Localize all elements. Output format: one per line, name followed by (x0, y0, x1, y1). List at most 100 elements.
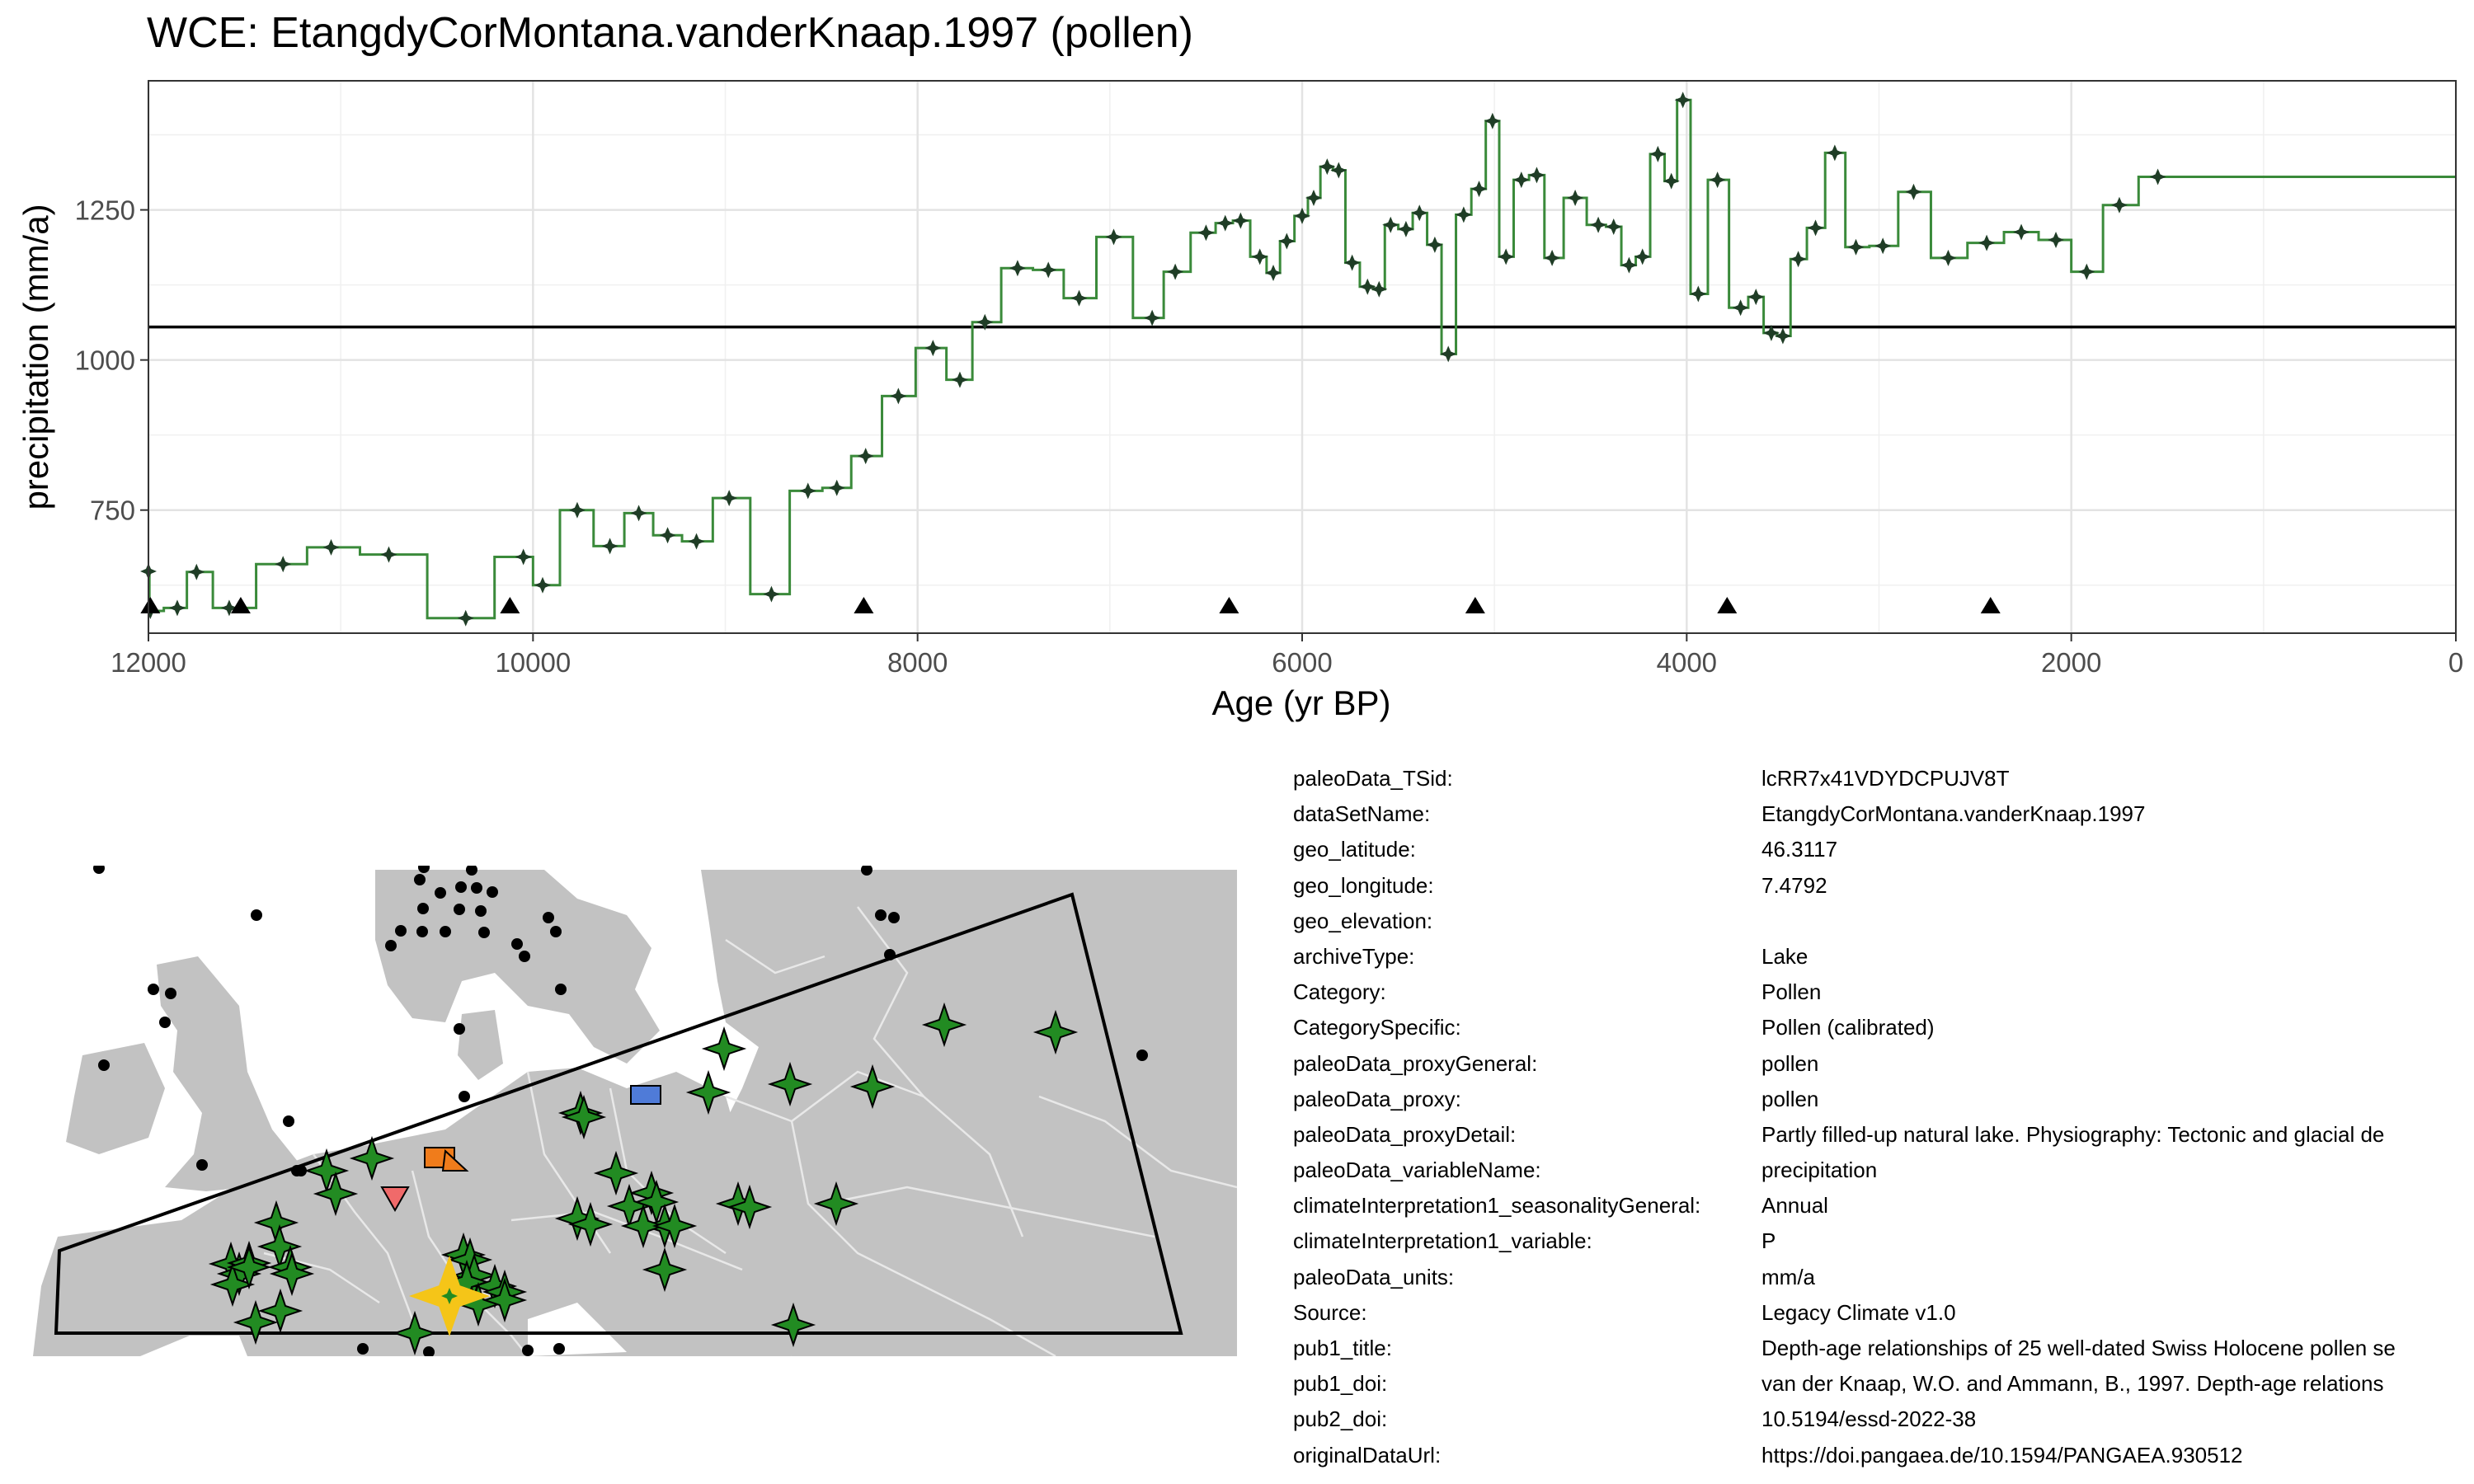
data-point (515, 548, 532, 566)
data-point (1144, 309, 1161, 326)
metadata-row: pub1_doi: van der Knaap, W.O. and Ammann,… (1293, 1366, 2474, 1402)
map-site-dot (553, 1343, 565, 1355)
data-point (168, 599, 186, 617)
data-point (1070, 289, 1088, 307)
data-point (1009, 260, 1026, 277)
event-marker (1717, 597, 1738, 613)
data-point (1411, 204, 1428, 222)
x-tick-label: 4000 (1657, 647, 1717, 678)
metadata-value: precipitation (1761, 1158, 1878, 1183)
x-tick-label: 8000 (887, 647, 948, 678)
map-record-star (701, 1026, 747, 1072)
event-marker (500, 597, 520, 613)
data-point (1605, 218, 1622, 235)
metadata-value: P (1761, 1228, 1776, 1254)
data-point (1484, 112, 1501, 129)
map-site-dot (459, 1091, 470, 1102)
data-point (1455, 206, 1472, 223)
map-site-dot (875, 909, 887, 921)
map-other-sites (93, 866, 1148, 1356)
data-point (1620, 256, 1638, 274)
metadata-value: https://doi.pangaea.de/10.1594/PANGAEA.9… (1761, 1442, 2243, 1468)
region-outline (54, 892, 1183, 1335)
map-record-star (269, 1251, 315, 1297)
map-record-star (685, 1069, 731, 1115)
metadata-value: Pollen (calibrated) (1761, 1015, 1935, 1040)
data-point (2149, 168, 2166, 186)
map-site-dot (888, 912, 900, 923)
metadata-key: dataSetName: (1293, 801, 1431, 827)
y-tick-label: 1000 (75, 345, 135, 376)
map-record-star (349, 1135, 395, 1181)
metadata-row: geo_latitude: 46.3117 (1293, 832, 2474, 867)
x-tick-label: 12000 (111, 647, 186, 678)
data-point (1265, 265, 1282, 282)
data-point (1847, 238, 1865, 256)
data-point (1278, 232, 1296, 250)
data-point (1294, 207, 1310, 224)
data-point (951, 371, 968, 388)
x-axis-title: Age (yr BP) (1211, 683, 1390, 722)
data-point (457, 609, 474, 627)
data-point (220, 599, 238, 617)
map-site-dot (435, 887, 446, 899)
map-site-dot (1136, 1050, 1148, 1061)
map-site-dot (861, 866, 872, 876)
data-point (828, 479, 845, 496)
data-point (1512, 171, 1530, 189)
metadata-row: Source: Legacy Climate v1.0 (1293, 1295, 2474, 1331)
metadata-row: CategorySpecific: Pollen (calibrated) (1293, 1010, 2474, 1045)
data-point (1167, 263, 1184, 280)
metadata-key: paleoData_TSid: (1293, 766, 1453, 791)
metadata-key: archiveType: (1293, 943, 1415, 969)
x-tick-label: 10000 (495, 647, 571, 678)
data-point (1197, 224, 1215, 242)
data-point (1874, 237, 1892, 255)
metadata-value: EtangdyCorMontana.vanderKnaap.1997 (1761, 801, 2146, 827)
event-markers (140, 597, 2001, 613)
y-axis-title: precipitation (mm/a) (16, 204, 55, 510)
metadata-row: climateInterpretation1_seasonalityGenera… (1293, 1188, 2474, 1223)
metadata-key: Source: (1293, 1299, 1367, 1325)
map-site-dot (555, 984, 567, 995)
point-markers (140, 92, 2166, 627)
map-site-dot (522, 1345, 534, 1356)
data-point (924, 340, 942, 357)
metadata-value: pollen (1761, 1086, 1819, 1111)
map-site-dot (550, 926, 562, 937)
metadata-value: van der Knaap, W.O. and Ammann, B., 1997… (1761, 1371, 2384, 1397)
metadata-key: geo_latitude: (1293, 837, 1416, 862)
map-site-dot (511, 938, 523, 950)
data-point (1232, 212, 1249, 229)
adriatic-water (528, 1303, 627, 1356)
metadata-key: paleoData_variableName: (1293, 1158, 1541, 1183)
map-site-dot (543, 912, 554, 923)
map-record-star (392, 1310, 438, 1356)
chart-title: WCE: EtangdyCorMontana.vanderKnaap.1997 … (147, 9, 1193, 57)
metadata-key: originalDataUrl: (1293, 1442, 1442, 1468)
y-axis-ticks: 750 1000 1250 (75, 195, 148, 526)
event-marker (230, 597, 251, 613)
metadata-row: paleoData_proxy: pollen (1293, 1082, 2474, 1117)
map-site-dot (93, 866, 105, 874)
data-point (2078, 263, 2095, 280)
y-tick-label: 750 (90, 495, 135, 526)
data-point (890, 387, 907, 405)
data-point (1470, 181, 1488, 198)
data-point (601, 538, 618, 555)
map-site-dot (454, 1023, 465, 1035)
data-point (1826, 144, 1843, 162)
data-point (1528, 167, 1545, 184)
metadata-key: paleoData_proxy: (1293, 1086, 1461, 1111)
metadata-value: Depth-age relationships of 25 well-dated… (1761, 1336, 2396, 1360)
data-point (1440, 345, 1457, 363)
event-marker (854, 597, 874, 613)
map-site-dot (466, 866, 477, 876)
data-point (275, 556, 292, 573)
map-site-dot (440, 926, 451, 937)
metadata-value: 10.5194/essd-2022-38 (1761, 1407, 1977, 1432)
data-point (630, 505, 647, 522)
metadata-row: originalDataUrl: https://doi.pangaea.de/1… (1293, 1438, 2474, 1473)
map-site-dot (395, 925, 407, 937)
x-tick-label: 0 (2448, 647, 2463, 678)
